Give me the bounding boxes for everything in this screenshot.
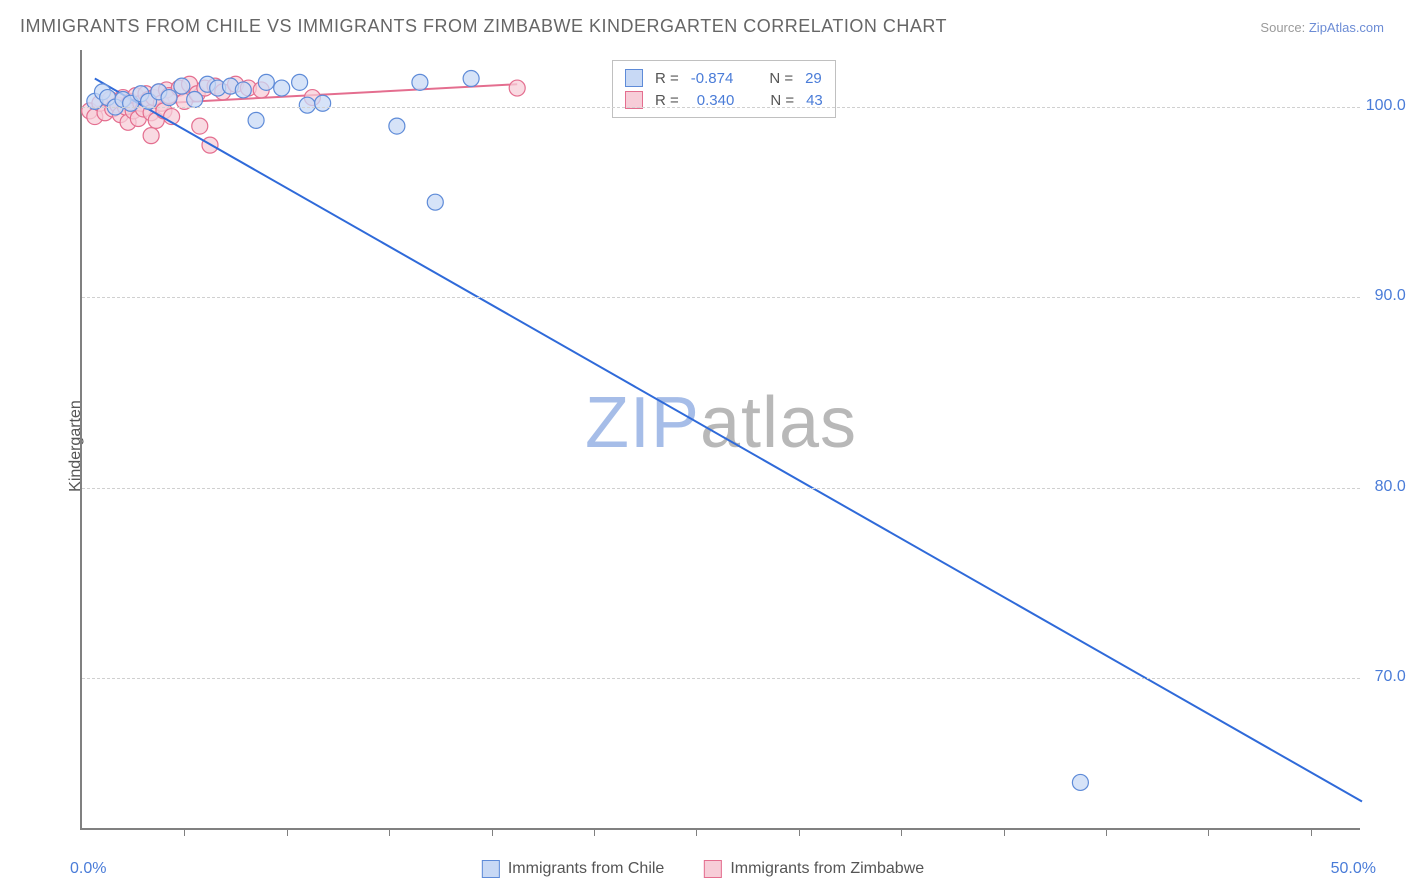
y-tick-label: 90.0%	[1375, 287, 1406, 305]
legend-item-series1: Immigrants from Chile	[482, 860, 664, 878]
gridline-h	[82, 297, 1360, 298]
source-label: Source:	[1260, 20, 1305, 35]
data-point-series2	[192, 118, 208, 134]
data-point-series1	[187, 91, 203, 107]
chart-title: IMMIGRANTS FROM CHILE VS IMMIGRANTS FROM…	[20, 16, 947, 37]
legend-r-label-1: R =	[655, 70, 679, 87]
x-tick-label: 50.0%	[1331, 860, 1376, 878]
y-tick-label: 70.0%	[1375, 668, 1406, 686]
data-point-series1	[161, 90, 177, 106]
gridline-h	[82, 488, 1360, 489]
chart-svg	[82, 50, 1360, 828]
data-point-series1	[248, 112, 264, 128]
legend-n-label-1: N =	[769, 70, 793, 87]
x-minor-tick	[492, 828, 493, 836]
source-link[interactable]: ZipAtlas.com	[1309, 20, 1384, 35]
source-attribution: Source: ZipAtlas.com	[1260, 20, 1384, 35]
y-tick-label: 80.0%	[1375, 478, 1406, 496]
data-point-series2	[143, 128, 159, 144]
x-minor-tick	[1004, 828, 1005, 836]
x-minor-tick	[1106, 828, 1107, 836]
data-point-series1	[258, 74, 274, 90]
legend-row-series1: R = -0.874 N = 29	[625, 67, 823, 89]
gridline-h	[82, 678, 1360, 679]
x-minor-tick	[1208, 828, 1209, 836]
plot-area: ZIPatlas R = -0.874 N = 29 R = 0.340 N =…	[80, 50, 1360, 830]
data-point-series1	[315, 95, 331, 111]
x-minor-tick	[799, 828, 800, 836]
legend-r-label-2: R =	[655, 92, 679, 109]
legend-item-series2: Immigrants from Zimbabwe	[704, 860, 924, 878]
x-minor-tick	[389, 828, 390, 836]
legend-r-value-1: -0.874	[691, 70, 734, 87]
legend-r-value-2: 0.340	[697, 92, 735, 109]
series-legend: Immigrants from Chile Immigrants from Zi…	[482, 860, 924, 878]
data-point-series1	[292, 74, 308, 90]
data-point-series1	[463, 71, 479, 87]
legend-n-label-2: N =	[770, 92, 794, 109]
x-minor-tick	[594, 828, 595, 836]
x-minor-tick	[287, 828, 288, 836]
data-point-series1	[274, 80, 290, 96]
regression-line-series1	[95, 79, 1362, 802]
legend-swatch-bottom-1	[482, 860, 500, 878]
legend-label-series1: Immigrants from Chile	[508, 860, 664, 878]
data-point-series1	[235, 82, 251, 98]
data-point-series1	[1072, 774, 1088, 790]
y-tick-label: 100.0%	[1366, 97, 1406, 115]
x-minor-tick	[184, 828, 185, 836]
gridline-h	[82, 107, 1360, 108]
correlation-legend: R = -0.874 N = 29 R = 0.340 N = 43	[612, 60, 836, 118]
data-point-series1	[174, 78, 190, 94]
data-point-series1	[412, 74, 428, 90]
data-point-series1	[427, 194, 443, 210]
x-tick-label: 0.0%	[70, 860, 106, 878]
data-point-series1	[299, 97, 315, 113]
data-point-series1	[389, 118, 405, 134]
legend-n-value-1: 29	[805, 70, 822, 87]
x-minor-tick	[901, 828, 902, 836]
legend-label-series2: Immigrants from Zimbabwe	[730, 860, 924, 878]
data-point-series2	[509, 80, 525, 96]
x-minor-tick	[696, 828, 697, 836]
legend-swatch-series1	[625, 69, 643, 87]
legend-n-value-2: 43	[806, 92, 823, 109]
legend-swatch-bottom-2	[704, 860, 722, 878]
x-minor-tick	[1311, 828, 1312, 836]
